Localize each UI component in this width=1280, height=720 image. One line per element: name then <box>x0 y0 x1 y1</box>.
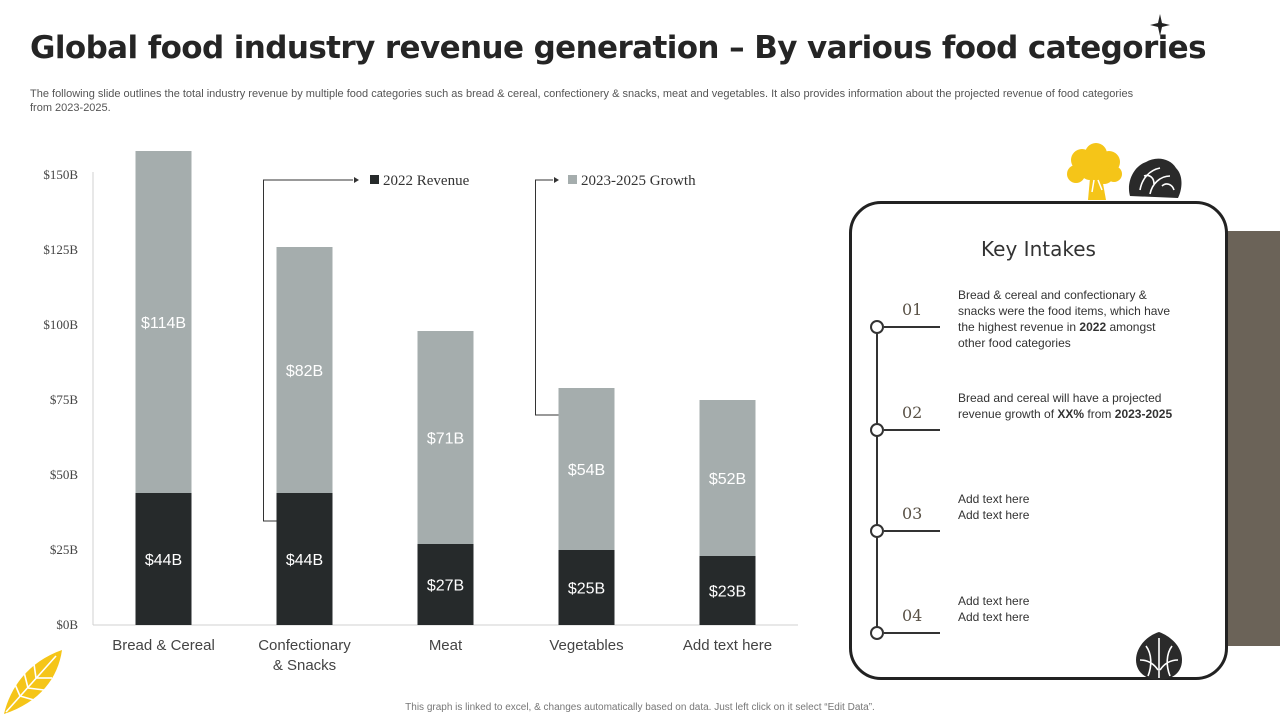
key-intake-text-part: amongst other food categories <box>958 320 1156 350</box>
category-label: Meat <box>429 637 463 654</box>
bar-data-label: $114B <box>141 315 186 332</box>
arrow-head <box>354 177 359 183</box>
legend-label: 2023-2025 Growth <box>581 173 696 189</box>
key-intake-text: Bread and cereal will have a projected r… <box>958 390 1183 422</box>
key-intake-text: Bread & cereal and confectionary & snack… <box>958 287 1183 351</box>
bar-data-label: $23B <box>709 584 746 601</box>
y-tick-label: $25B <box>50 542 79 557</box>
artichoke-icon <box>1136 632 1182 680</box>
arrow-head <box>554 177 559 183</box>
leaf-icon <box>4 650 62 714</box>
timeline-line <box>876 326 878 633</box>
key-intake-text-part: 2023-2025 <box>1114 407 1173 421</box>
cabbage-icon <box>1128 158 1182 198</box>
bar-data-label: $27B <box>427 578 464 595</box>
key-intake-number: 01 <box>902 300 923 319</box>
key-intake-text-part: Bread and cereal will have a projected r… <box>958 391 1162 421</box>
bar-data-label: $44B <box>286 552 323 569</box>
y-tick-label: $50B <box>50 467 79 482</box>
key-intake-text-part: XX% <box>1057 407 1085 421</box>
key-intake-text-part: from <box>1084 407 1115 421</box>
bar-growth-2023-2025 <box>135 151 192 493</box>
bar-revenue-2022 <box>699 556 756 625</box>
key-intake-text: Add text here Add text here <box>958 593 1183 625</box>
key-intake-number: 03 <box>902 504 923 523</box>
key-intake-item: 01 Bread & cereal and confectionary & sna… <box>870 288 1220 406</box>
y-tick-label: $125B <box>43 242 78 257</box>
legend-swatch-revenue-2022 <box>370 175 379 184</box>
y-tick-label: $0B <box>56 617 78 632</box>
legend-swatch-growth-2023-2025 <box>568 175 577 184</box>
timeline-connector <box>884 632 940 634</box>
page-title: Global food industry revenue generation … <box>30 30 1207 66</box>
y-tick-label: $75B <box>50 392 79 407</box>
key-intake-text: Add text here Add text here <box>958 491 1183 523</box>
bar-growth-2023-2025 <box>558 388 615 550</box>
bar-data-label: $44B <box>145 552 182 569</box>
page-subtitle: The following slide outlines the total i… <box>30 88 1134 114</box>
bar-revenue-2022 <box>417 544 474 625</box>
timeline-dot <box>870 320 884 334</box>
legend-connector-growth <box>535 179 559 416</box>
bar-revenue-2022 <box>135 493 192 625</box>
timeline-connector <box>884 530 940 532</box>
y-tick-label: $100B <box>43 317 78 332</box>
key-intake-item: 02 Bread and cereal will have a projected… <box>870 391 1220 509</box>
category-label: Vegetables <box>549 637 623 654</box>
category-label: Bread & Cereal <box>112 637 215 654</box>
revenue-chart: $0B $25B $50B $75B $100B $125B $150B Bread & Ce… <box>43 151 798 674</box>
key-intake-text-part: 2022 <box>1079 320 1107 334</box>
timeline-dot <box>870 524 884 538</box>
side-accent-bar <box>1226 231 1280 646</box>
legend-connector-revenue <box>263 179 353 522</box>
timeline-connector <box>884 326 940 328</box>
timeline-dot <box>870 626 884 640</box>
bar-data-label: $54B <box>568 462 605 479</box>
key-intake-text-part: Bread & cereal and confectionary & snack… <box>958 288 1171 334</box>
bar-data-label: $71B <box>427 431 464 448</box>
category-label: Confectionary & Snacks <box>258 637 351 674</box>
y-tick-label: $150B <box>43 167 78 182</box>
bar-data-label: $52B <box>709 471 746 488</box>
category-label: Add text here <box>683 637 772 654</box>
broccoli-icon <box>1067 143 1122 200</box>
bar-growth-2023-2025 <box>417 331 474 544</box>
legend-label: 2022 Revenue <box>383 173 470 189</box>
bar-growth-2023-2025 <box>276 247 333 493</box>
key-intake-item: 03 Add text here Add text here <box>870 492 1220 610</box>
key-intake-item: 04 Add text here Add text here <box>870 594 1220 712</box>
key-intake-text-part: Add text here Add text here <box>958 492 1030 522</box>
bar-data-label: $25B <box>568 581 605 598</box>
sparkle-icon <box>1150 14 1170 36</box>
timeline-connector <box>884 429 940 431</box>
key-intake-number: 04 <box>902 606 923 625</box>
bar-data-label: $82B <box>286 363 323 380</box>
key-intakes-panel: Key Intakes 01 Bread & cereal and confect… <box>849 201 1228 680</box>
footnote: This graph is linked to excel, & changes… <box>405 702 875 713</box>
timeline-dot <box>870 423 884 437</box>
bar-revenue-2022 <box>276 493 333 625</box>
key-intake-text-part: Add text here Add text here <box>958 594 1030 624</box>
bar-growth-2023-2025 <box>699 400 756 556</box>
key-intakes-title: Key Intakes <box>981 237 1096 261</box>
key-intake-number: 02 <box>902 403 923 422</box>
bar-revenue-2022 <box>558 550 615 625</box>
